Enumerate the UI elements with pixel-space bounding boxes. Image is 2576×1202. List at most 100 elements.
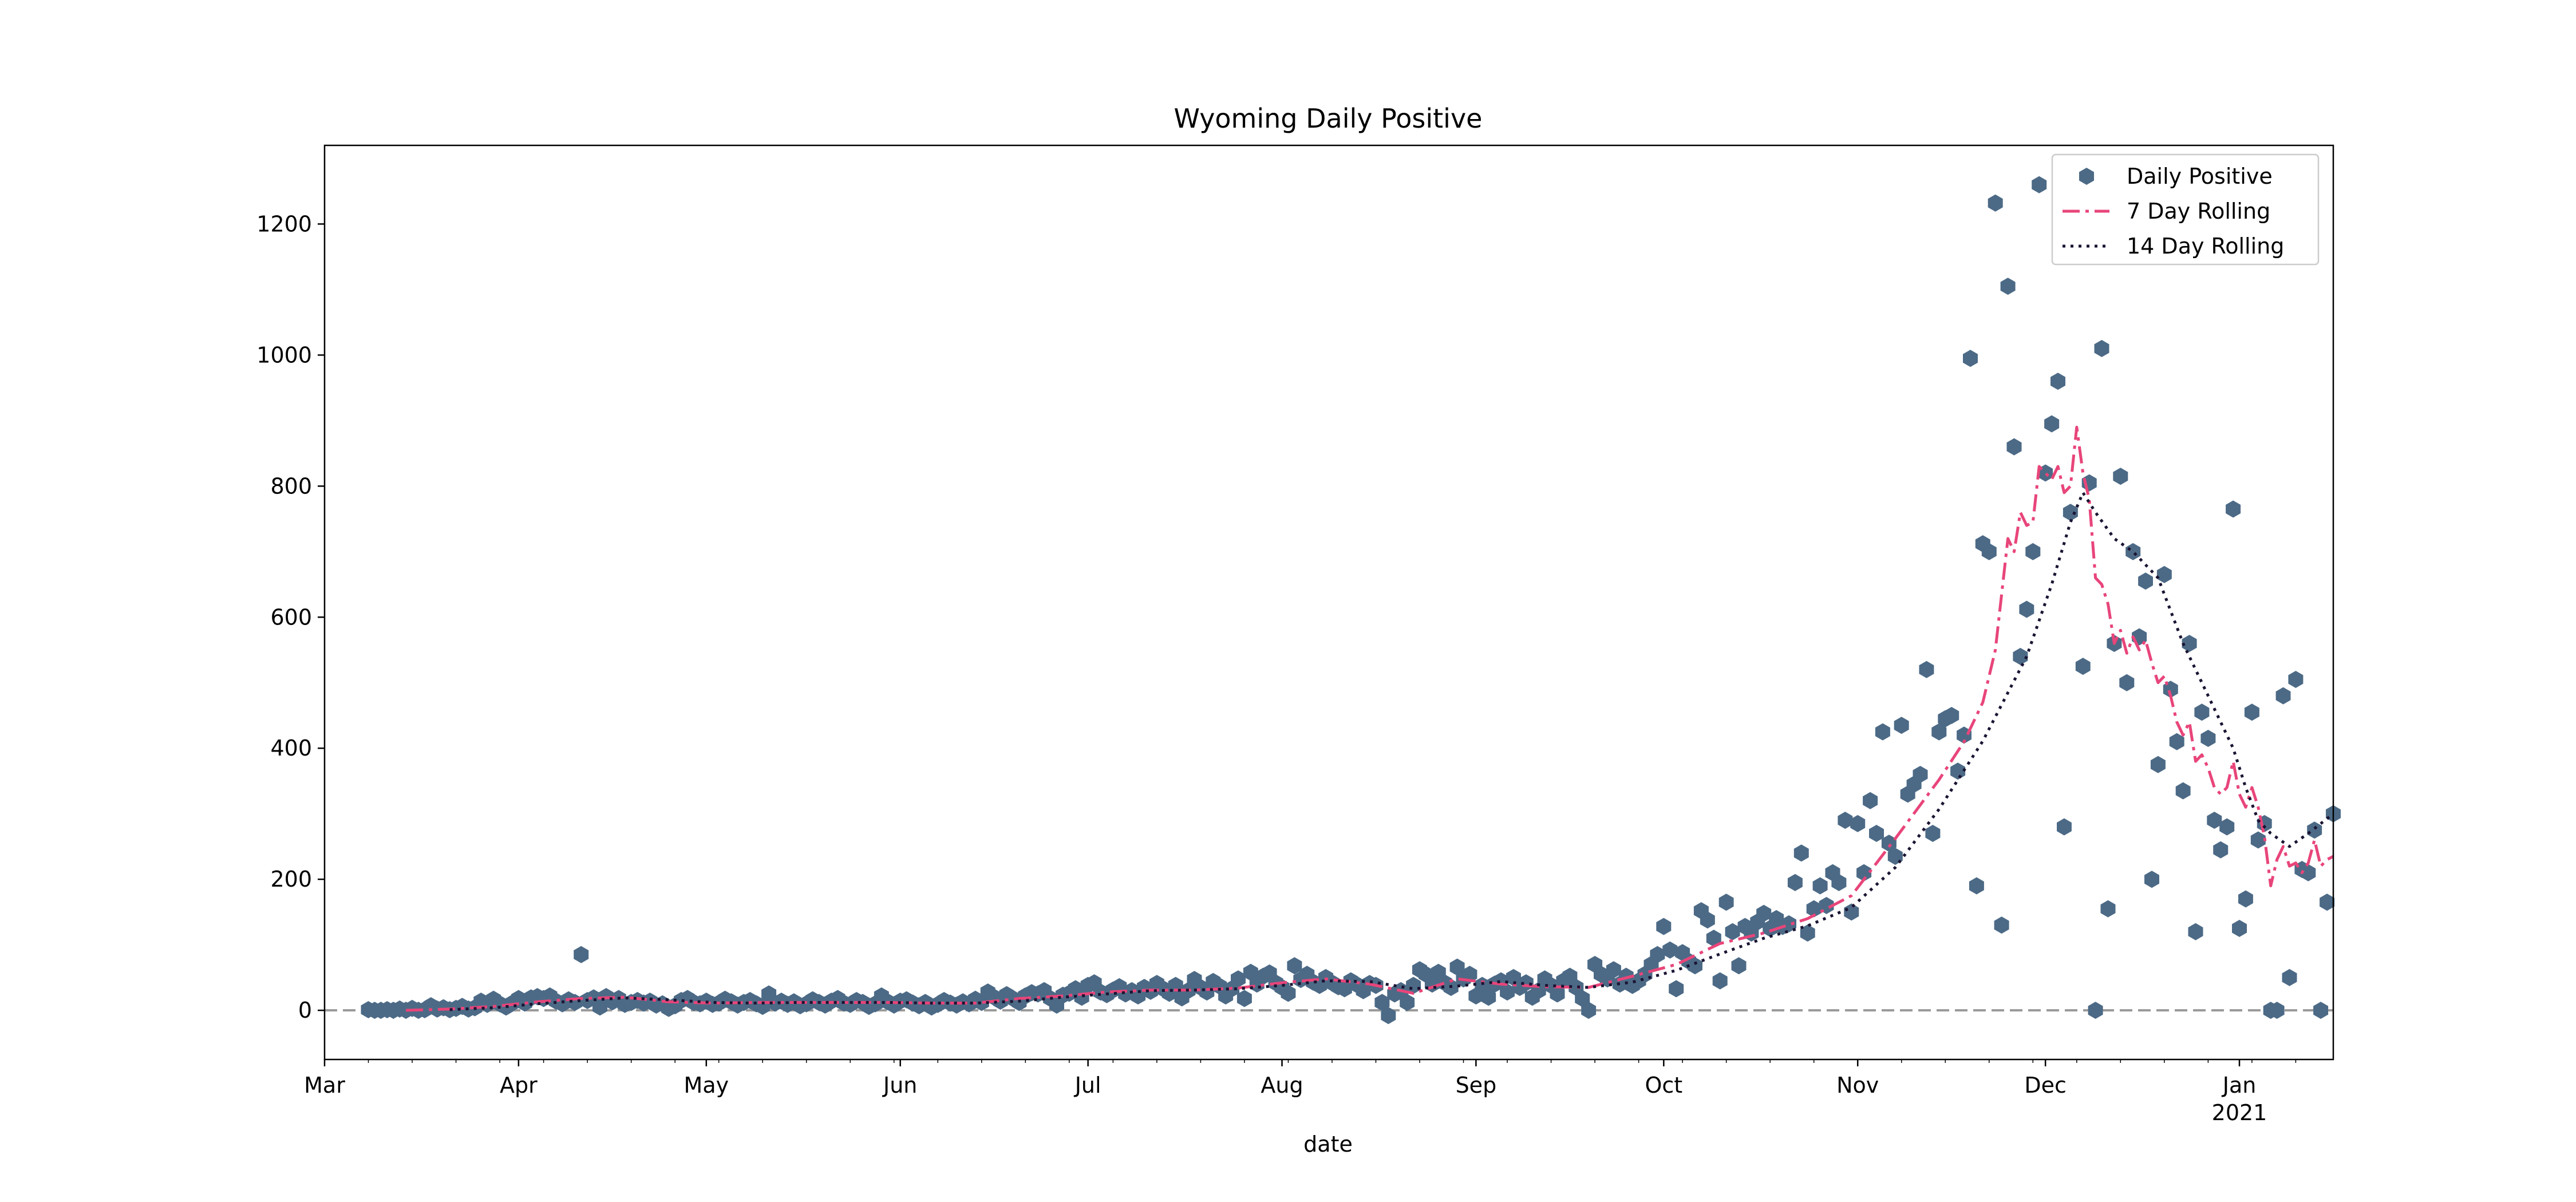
data-point xyxy=(2169,733,2184,750)
data-point xyxy=(1481,989,1496,1006)
data-point xyxy=(2175,782,2191,800)
data-point xyxy=(1812,877,1828,895)
data-point xyxy=(2269,1002,2285,1019)
data-point xyxy=(2244,703,2259,721)
x-tick-label: Dec xyxy=(2024,1073,2067,1098)
data-point xyxy=(1731,957,1747,975)
data-point xyxy=(1875,723,1890,741)
data-point xyxy=(1712,972,1728,990)
x-tick-label: Nov xyxy=(1836,1073,1879,1098)
data-point xyxy=(2138,572,2153,590)
y-tick-label: 800 xyxy=(270,473,312,499)
data-point xyxy=(1550,985,1565,1003)
data-point xyxy=(1881,835,1897,852)
data-point xyxy=(1925,825,1941,842)
data-point xyxy=(2301,864,2316,881)
data-point xyxy=(1944,707,1959,724)
data-point xyxy=(1700,911,1715,929)
series-line-7-day-rolling xyxy=(406,425,2334,1012)
data-point xyxy=(2288,671,2304,688)
data-point xyxy=(1781,915,1796,932)
data-point xyxy=(2063,504,2078,521)
data-point xyxy=(1800,924,1815,942)
x-tick-sublabel: 2021 xyxy=(2212,1100,2267,1125)
data-point xyxy=(1981,543,1997,560)
data-point xyxy=(1988,194,2003,212)
data-point xyxy=(1831,873,1847,891)
data-point xyxy=(2194,703,2210,721)
data-point xyxy=(2013,647,2028,665)
legend-label-7-day-rolling: 7 Day Rolling xyxy=(2127,199,2270,224)
data-point xyxy=(2119,674,2135,691)
y-tick-label: 600 xyxy=(270,604,312,630)
data-point xyxy=(1231,970,1246,988)
legend-marker-daily-positive xyxy=(2079,168,2094,185)
data-point xyxy=(1662,941,1678,959)
data-point xyxy=(1969,877,1984,895)
data-point xyxy=(1581,1002,1597,1019)
data-point xyxy=(1656,918,1672,935)
data-point xyxy=(2188,923,2203,940)
data-point xyxy=(1281,984,1296,1002)
data-point xyxy=(2238,890,2253,908)
data-point xyxy=(1236,990,1252,1007)
x-tick-label: Jul xyxy=(1074,1073,1101,1098)
data-point xyxy=(2032,176,2047,193)
data-point xyxy=(1787,873,1803,891)
data-point xyxy=(2163,681,2178,698)
data-point xyxy=(2050,373,2065,390)
data-point xyxy=(2057,818,2072,836)
data-point xyxy=(1500,983,1515,1001)
data-point xyxy=(1606,961,1621,979)
chart-title: Wyoming Daily Positive xyxy=(1174,103,1483,134)
data-point xyxy=(1756,904,1772,922)
x-tick-label: Apr xyxy=(500,1073,538,1098)
legend-box xyxy=(2051,153,2320,266)
data-point xyxy=(1243,963,1258,981)
data-point xyxy=(2025,543,2041,560)
data-point xyxy=(1994,916,2009,934)
data-point xyxy=(2100,900,2116,918)
data-point xyxy=(2307,821,2322,839)
data-point xyxy=(1718,893,1734,911)
data-point xyxy=(1919,661,1934,678)
data-point xyxy=(2150,756,2166,773)
x-tick-label: Oct xyxy=(1645,1073,1682,1098)
data-point xyxy=(1688,957,1702,975)
x-axis-label: date xyxy=(1303,1132,1353,1157)
data-point xyxy=(1863,792,1878,809)
data-point xyxy=(2226,500,2241,518)
data-point xyxy=(1913,766,1928,783)
data-point xyxy=(1374,994,1390,1011)
data-point xyxy=(1669,980,1684,998)
data-point xyxy=(2200,730,2216,747)
data-point xyxy=(1381,1007,1396,1025)
legend-label-daily-positive: Daily Positive xyxy=(2127,164,2273,189)
x-tick-label: May xyxy=(684,1073,729,1098)
y-tick-label: 1200 xyxy=(256,211,312,236)
data-point xyxy=(2000,278,2016,295)
y-tick-label: 200 xyxy=(270,867,312,892)
data-point xyxy=(1838,812,1853,829)
x-tick-label: Jun xyxy=(882,1073,917,1098)
y-axis: 0 200 400 600 800 1000 1200 xyxy=(256,211,325,1023)
axes-frame xyxy=(323,144,2334,1061)
data-point xyxy=(2182,635,2197,653)
data-point xyxy=(2156,566,2172,583)
data-point xyxy=(2282,968,2297,986)
data-point xyxy=(2044,415,2060,433)
data-point xyxy=(2213,841,2229,859)
data-point xyxy=(1793,844,1809,862)
data-point xyxy=(1575,990,1590,1007)
data-point xyxy=(1806,900,1822,918)
data-point xyxy=(2250,831,2266,849)
data-point xyxy=(2320,893,2335,911)
data-point xyxy=(1950,762,1966,780)
data-point xyxy=(1844,903,1859,921)
y-tick-label: 0 xyxy=(298,998,312,1023)
y-tick-label: 1000 xyxy=(256,342,312,367)
data-point xyxy=(2088,1002,2103,1019)
legend-label-14-day-rolling: 14 Day Rolling xyxy=(2127,234,2284,259)
